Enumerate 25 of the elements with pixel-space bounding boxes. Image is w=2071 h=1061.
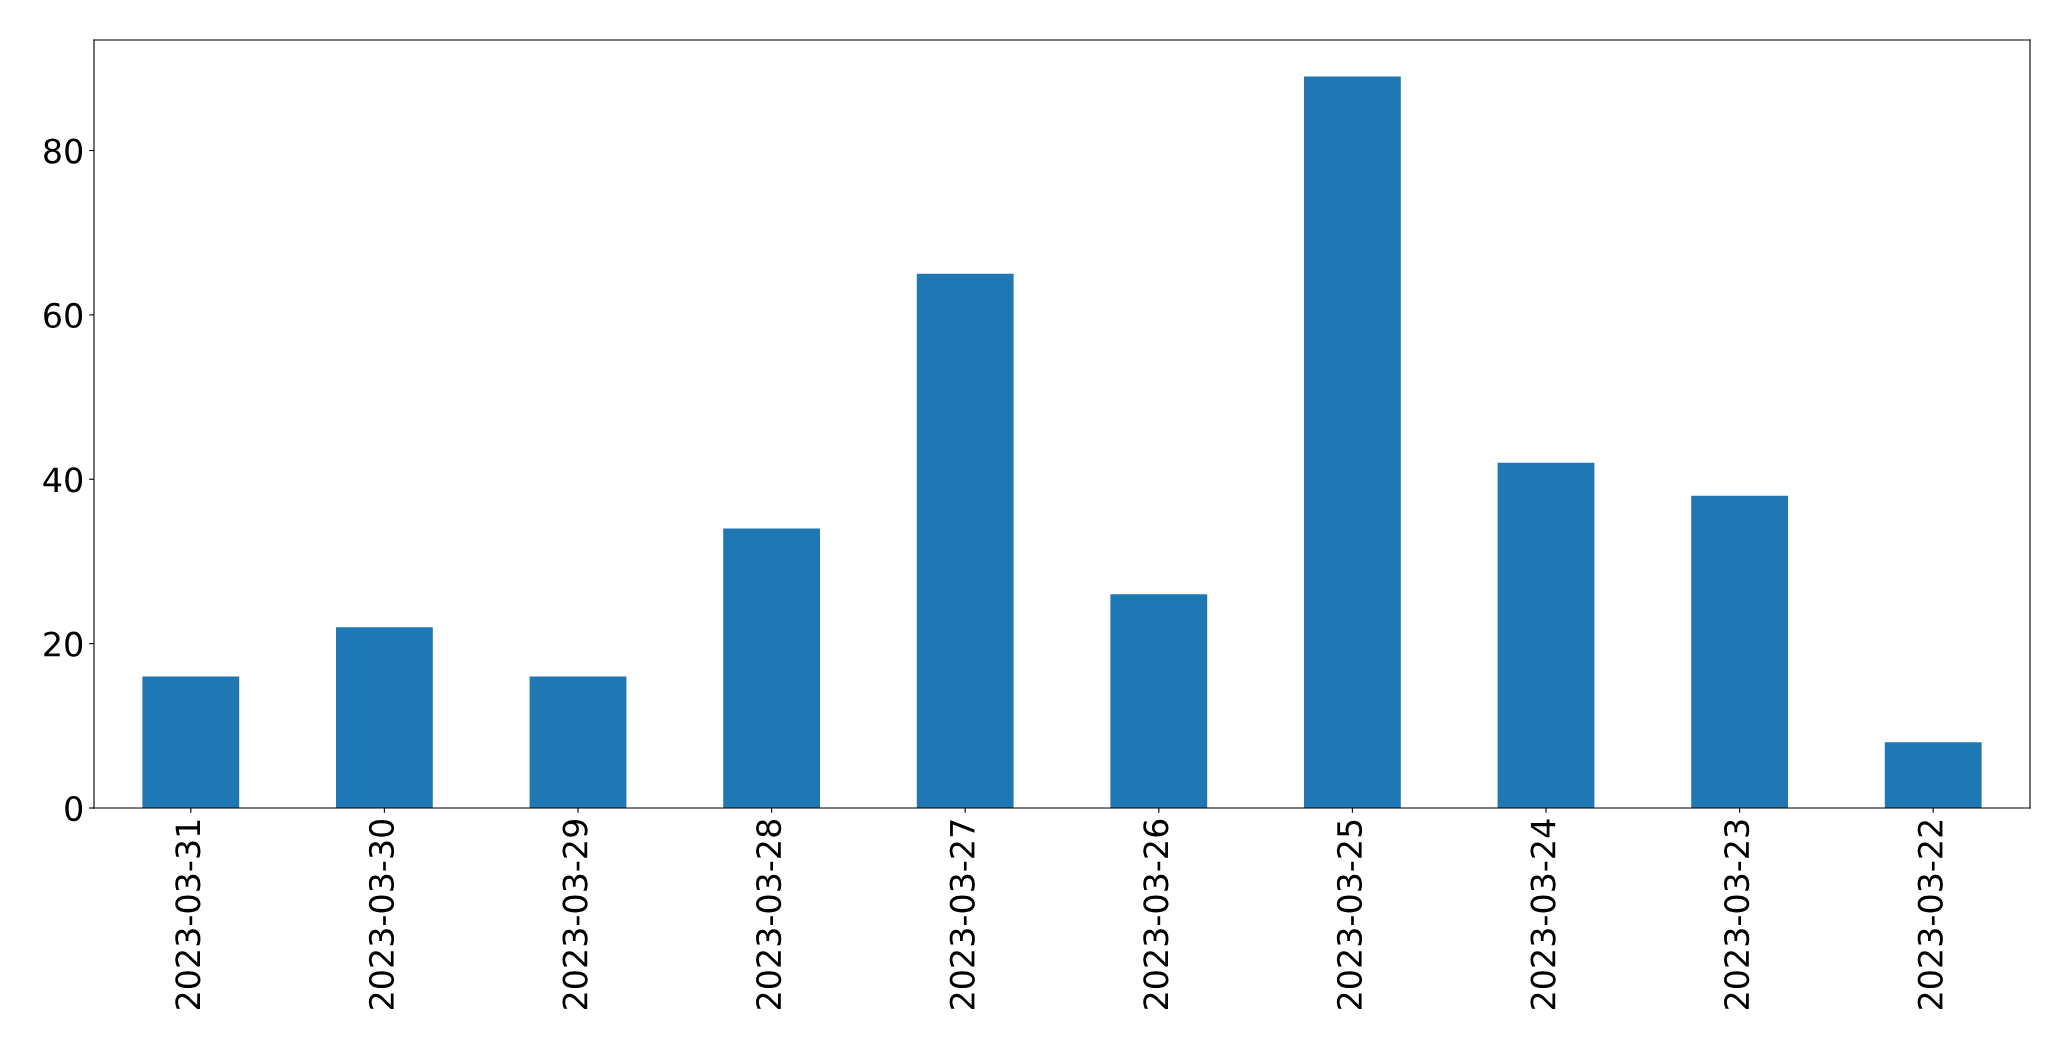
bar: [1304, 76, 1401, 808]
bar: [142, 676, 240, 808]
x-tick-label: 2023-03-29: [562, 820, 588, 1009]
bar: [1691, 495, 1788, 808]
y-tick-label: 60: [44, 302, 83, 329]
bar: [1884, 742, 1982, 808]
bar: [529, 676, 627, 808]
bar: [1110, 594, 1208, 808]
x-tick-label: 2023-03-25: [1336, 820, 1363, 1009]
y-tick-label: 80: [44, 138, 83, 164]
x-tick-label: 2023-03-28: [756, 820, 782, 1009]
y-tick-label: 0: [65, 795, 83, 822]
bar: [336, 627, 433, 808]
x-tick-label: 2023-03-24: [1530, 819, 1556, 1009]
x-tick-label: 2023-03-26: [1143, 819, 1169, 1009]
bar: [723, 528, 820, 808]
y-tick-label: 20: [44, 631, 83, 657]
x-tick-label: 2023-03-22: [1917, 821, 1943, 1009]
x-tick-label: 2023-03-27: [949, 820, 975, 1009]
x-tick-label: 2023-03-30: [368, 819, 395, 1009]
x-tick-label: 2023-03-31: [175, 820, 201, 1009]
x-tick-label: 2023-03-23: [1724, 820, 1750, 1009]
bar: [916, 273, 1014, 808]
y-tick-label: 40: [43, 467, 83, 493]
bar: [1497, 462, 1595, 808]
